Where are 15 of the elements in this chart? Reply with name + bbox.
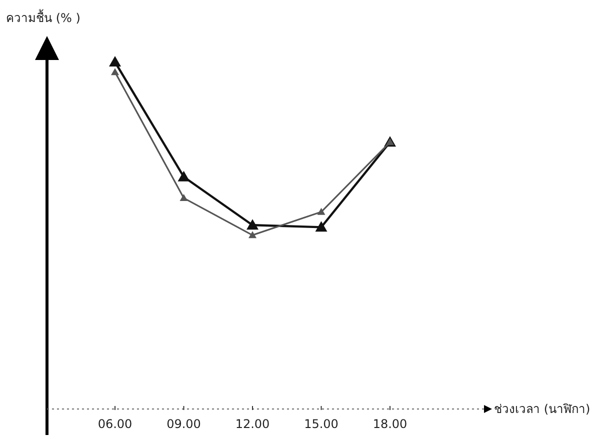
x-tick-label: 06.00 [98, 417, 132, 431]
point [317, 208, 326, 215]
point [246, 219, 258, 230]
point [180, 194, 188, 202]
y-axis-title: ความชื้น (% ) [6, 9, 80, 25]
x-tick-label: 12.00 [235, 417, 270, 431]
text: ช่วงเวลา (นาฬิกา) [494, 402, 590, 416]
point [111, 68, 119, 76]
x-tick-label: 15.00 [304, 417, 338, 431]
point [178, 170, 190, 182]
x-tick-label: 18.00 [372, 417, 408, 431]
point [109, 56, 121, 66]
point [315, 221, 328, 232]
point [248, 231, 256, 238]
x-tick-label: 09.00 [166, 417, 201, 431]
